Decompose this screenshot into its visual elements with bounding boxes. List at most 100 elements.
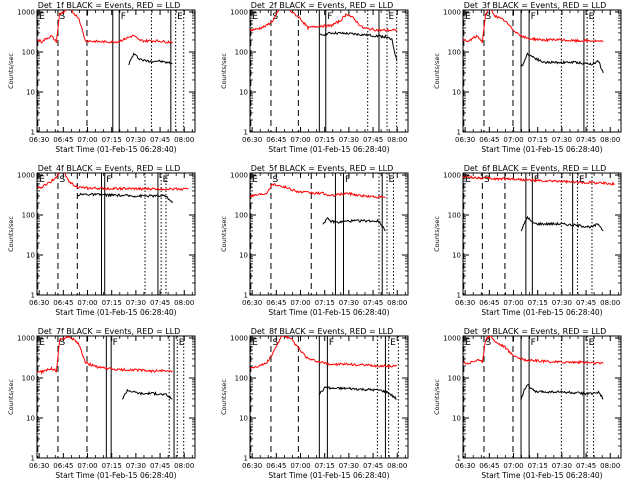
marker-label: E (179, 338, 185, 348)
x-tick-label: 07:15 (102, 462, 122, 470)
x-tick-label: 08:00 (387, 462, 407, 470)
marker-label: E (465, 338, 471, 348)
x-tick-label: 07:45 (363, 462, 383, 470)
y-tick-label: 10 (452, 252, 461, 260)
x-axis-label: Start Time (01-Feb-15 06:28:40) (481, 145, 602, 154)
x-axis-label: Start Time (01-Feb-15 06:28:40) (55, 308, 176, 317)
y-axis-label: Counts/sec (433, 216, 441, 252)
x-tick-label: 07:30 (552, 136, 572, 144)
plot-frame (462, 335, 622, 459)
y-tick-label: 100 (448, 375, 461, 383)
marker-label: E (39, 175, 45, 185)
marker-label: E (389, 12, 395, 22)
y-tick-label: 10 (239, 415, 248, 423)
x-tick-label: 07:00 (290, 299, 310, 307)
y-axis-label: Counts/sec (7, 216, 15, 252)
x-tick-label: 07:00 (503, 462, 523, 470)
x-tick-label: 07:45 (576, 136, 596, 144)
panel-det-5f: Det_5f BLACK = Events, RED = LLD Counts/s… (220, 164, 409, 317)
events-series-line (520, 215, 604, 232)
x-axis-label: Start Time (01-Feb-15 06:28:40) (55, 471, 176, 480)
lld-series-line (463, 10, 604, 43)
x-tick-label: 06:45 (479, 462, 499, 470)
x-tick-label: 06:30 (455, 299, 475, 307)
x-tick-label: 07:15 (528, 136, 548, 144)
marker-label: S (485, 338, 491, 348)
y-tick-label: 1 (457, 292, 461, 300)
x-tick-label: 07:15 (315, 136, 335, 144)
y-tick-label: 1 (244, 455, 248, 463)
y-tick-label: 10 (452, 415, 461, 423)
x-tick-label: 07:45 (150, 136, 170, 144)
y-tick-label: 10 (26, 89, 35, 97)
x-tick-label: 08:00 (600, 299, 620, 307)
panel-title: Det_9f BLACK = Events, RED = LLD (464, 327, 607, 336)
marker-label: E (252, 12, 258, 22)
marker-label: E (252, 338, 258, 348)
plot-frame (36, 335, 196, 459)
x-tick-label: 08:00 (387, 136, 407, 144)
marker-label: E (389, 175, 395, 185)
x-tick-label: 07:45 (150, 462, 170, 470)
panel-det-1f: Det_1f BLACK = Events, RED = LLD Counts/s… (7, 1, 196, 154)
marker-label: E (39, 12, 45, 22)
y-tick-label: 1 (244, 292, 248, 300)
marker-label: S (272, 338, 278, 348)
x-tick-label: 06:30 (29, 299, 49, 307)
marker-label: F (113, 338, 118, 348)
y-tick-label: 10 (26, 252, 35, 260)
x-tick-label: 07:30 (552, 299, 572, 307)
y-axis-label: Counts/sec (433, 379, 441, 415)
lld-series-line (463, 336, 604, 365)
marker-label: F (327, 12, 332, 22)
panel-title: Det_4f BLACK = Events, RED = LLD (38, 164, 181, 173)
panel-title: Det_8f BLACK = Events, RED = LLD (251, 327, 394, 336)
plot-frame (462, 172, 622, 296)
x-tick-label: 07:30 (339, 136, 359, 144)
marker-label: S (59, 12, 65, 22)
x-tick-label: 06:30 (242, 299, 262, 307)
x-tick-label: 06:45 (53, 462, 73, 470)
x-tick-label: 06:30 (29, 462, 49, 470)
y-tick-label: 1 (457, 129, 461, 137)
x-axis-label: Start Time (01-Feb-15 06:28:40) (268, 471, 389, 480)
x-tick-label: 08:00 (174, 299, 194, 307)
events-series-line (76, 192, 173, 204)
events-series-line (128, 52, 173, 66)
y-tick-label: 1000 (17, 335, 35, 343)
plot-frame (462, 9, 622, 133)
marker-label: S (59, 338, 65, 348)
x-tick-label: 08:00 (600, 462, 620, 470)
y-tick-label: 100 (235, 212, 248, 220)
x-tick-label: 07:30 (339, 299, 359, 307)
x-tick-label: 07:15 (102, 299, 122, 307)
y-tick-label: 10 (239, 89, 248, 97)
marker-label: F (531, 12, 536, 22)
x-tick-label: 07:30 (126, 299, 146, 307)
marker-label: E (589, 338, 595, 348)
x-tick-label: 06:45 (266, 136, 286, 144)
lld-series-line (37, 336, 173, 375)
y-tick-label: 100 (448, 212, 461, 220)
y-tick-label: 100 (22, 375, 35, 383)
x-axis-label: Start Time (01-Feb-15 06:28:40) (268, 145, 389, 154)
marker-label: E (579, 175, 585, 185)
events-series-line (520, 383, 604, 401)
x-tick-label: 07:30 (126, 136, 146, 144)
y-axis-label: Counts/sec (433, 53, 441, 89)
y-tick-label: 100 (22, 49, 35, 57)
marker-label: F (531, 338, 536, 348)
y-tick-label: 1 (31, 455, 35, 463)
x-tick-label: 06:45 (53, 299, 73, 307)
x-tick-label: 07:00 (503, 299, 523, 307)
marker-label: E (390, 338, 396, 348)
x-tick-label: 07:30 (552, 462, 572, 470)
y-tick-label: 1000 (17, 9, 35, 17)
x-tick-label: 06:30 (29, 136, 49, 144)
marker-label: F (345, 175, 350, 185)
plot-frame (36, 172, 196, 296)
x-tick-label: 07:00 (77, 299, 97, 307)
y-tick-label: 1000 (230, 172, 248, 180)
marker-label: E (252, 175, 258, 185)
x-tick-label: 07:00 (290, 462, 310, 470)
